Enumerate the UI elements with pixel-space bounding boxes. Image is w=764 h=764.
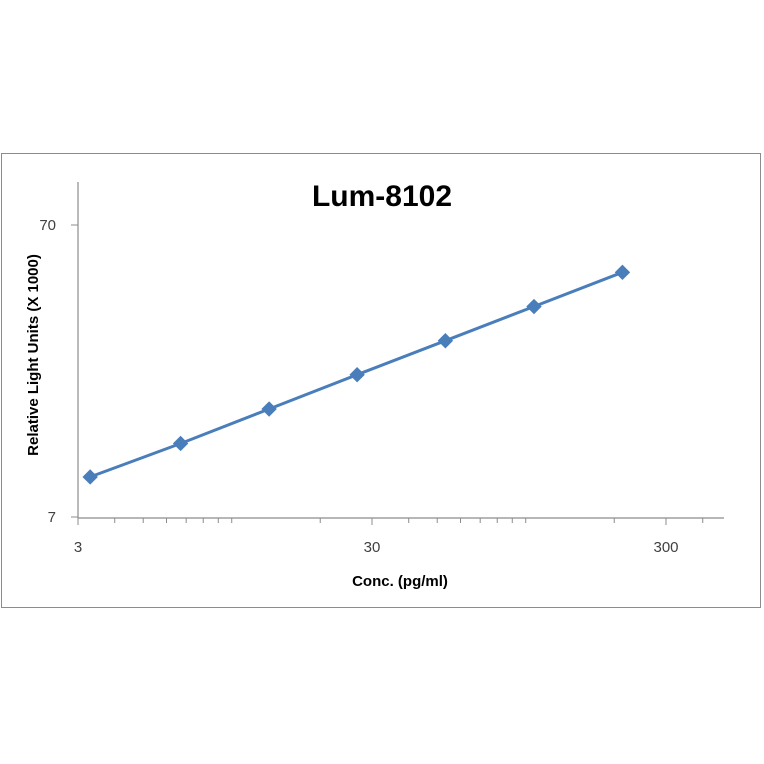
y-axis-label: Relative Light Units (X 1000) [25,254,42,456]
x-tick-label: 30 [364,539,381,556]
tick-marks [71,224,704,525]
x-tick-label: 300 [653,539,678,556]
axes [77,182,724,519]
chart-title: Lum-8102 [312,180,452,213]
x-tick-label: 3 [74,539,82,556]
tick-labels: 3 30 300 7 70 [39,217,678,556]
chart-frame [1,153,761,608]
data-point-marker [437,333,454,349]
data-point-marker [172,435,189,452]
data-point-marker [261,401,277,417]
data-point-marker [614,264,631,281]
data-series [82,264,631,485]
x-axis-label: Conc. (pg/ml) [352,573,448,590]
data-point-marker [82,469,98,485]
y-tick-label: 70 [39,217,56,234]
y-tick-label: 7 [48,509,56,526]
data-point-marker [526,298,542,315]
data-point-marker [349,366,365,383]
